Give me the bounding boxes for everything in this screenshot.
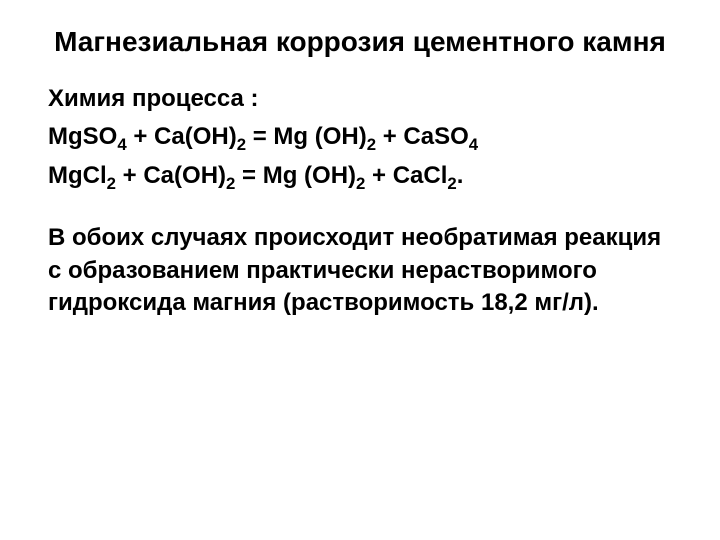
equation-1: MgSO4 + Ca(OH)2 = Mg (OH)2 + CaSO4	[48, 121, 672, 153]
slide-body: Химия процесса : MgSO4 + Ca(OH)2 = Mg (O…	[48, 83, 672, 319]
slide: Магнезиальная коррозия цементного камня …	[0, 0, 720, 540]
intro-line: Химия процесса :	[48, 83, 672, 115]
spacer	[48, 198, 672, 222]
explanation-paragraph: В обоих случаях происходит необратимая р…	[48, 222, 672, 319]
equation-2: MgCl2 + Ca(OH)2 = Mg (OH)2 + CaCl2.	[48, 160, 672, 192]
slide-title: Магнезиальная коррозия цементного камня	[48, 24, 672, 59]
